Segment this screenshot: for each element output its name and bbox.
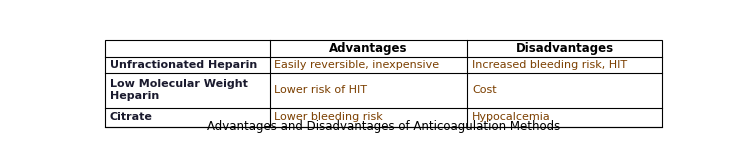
Text: Lower bleeding risk: Lower bleeding risk: [274, 112, 383, 122]
Text: Advantages and Disadvantages of Anticoagulation Methods: Advantages and Disadvantages of Anticoag…: [207, 120, 560, 133]
Text: Increased bleeding risk, HIT: Increased bleeding risk, HIT: [472, 60, 627, 70]
Text: Advantages: Advantages: [330, 42, 407, 55]
Text: Easily reversible, inexpensive: Easily reversible, inexpensive: [274, 60, 440, 70]
Text: Disadvantages: Disadvantages: [516, 42, 614, 55]
Text: Unfractionated Heparin: Unfractionated Heparin: [110, 60, 257, 70]
Text: Citrate: Citrate: [110, 112, 153, 122]
Text: Hypocalcemia: Hypocalcemia: [472, 112, 551, 122]
Text: Cost: Cost: [472, 85, 497, 95]
Bar: [105, 40, 662, 127]
Text: Low Molecular Weight
Heparin: Low Molecular Weight Heparin: [110, 79, 248, 101]
Text: Lower risk of HIT: Lower risk of HIT: [274, 85, 367, 95]
